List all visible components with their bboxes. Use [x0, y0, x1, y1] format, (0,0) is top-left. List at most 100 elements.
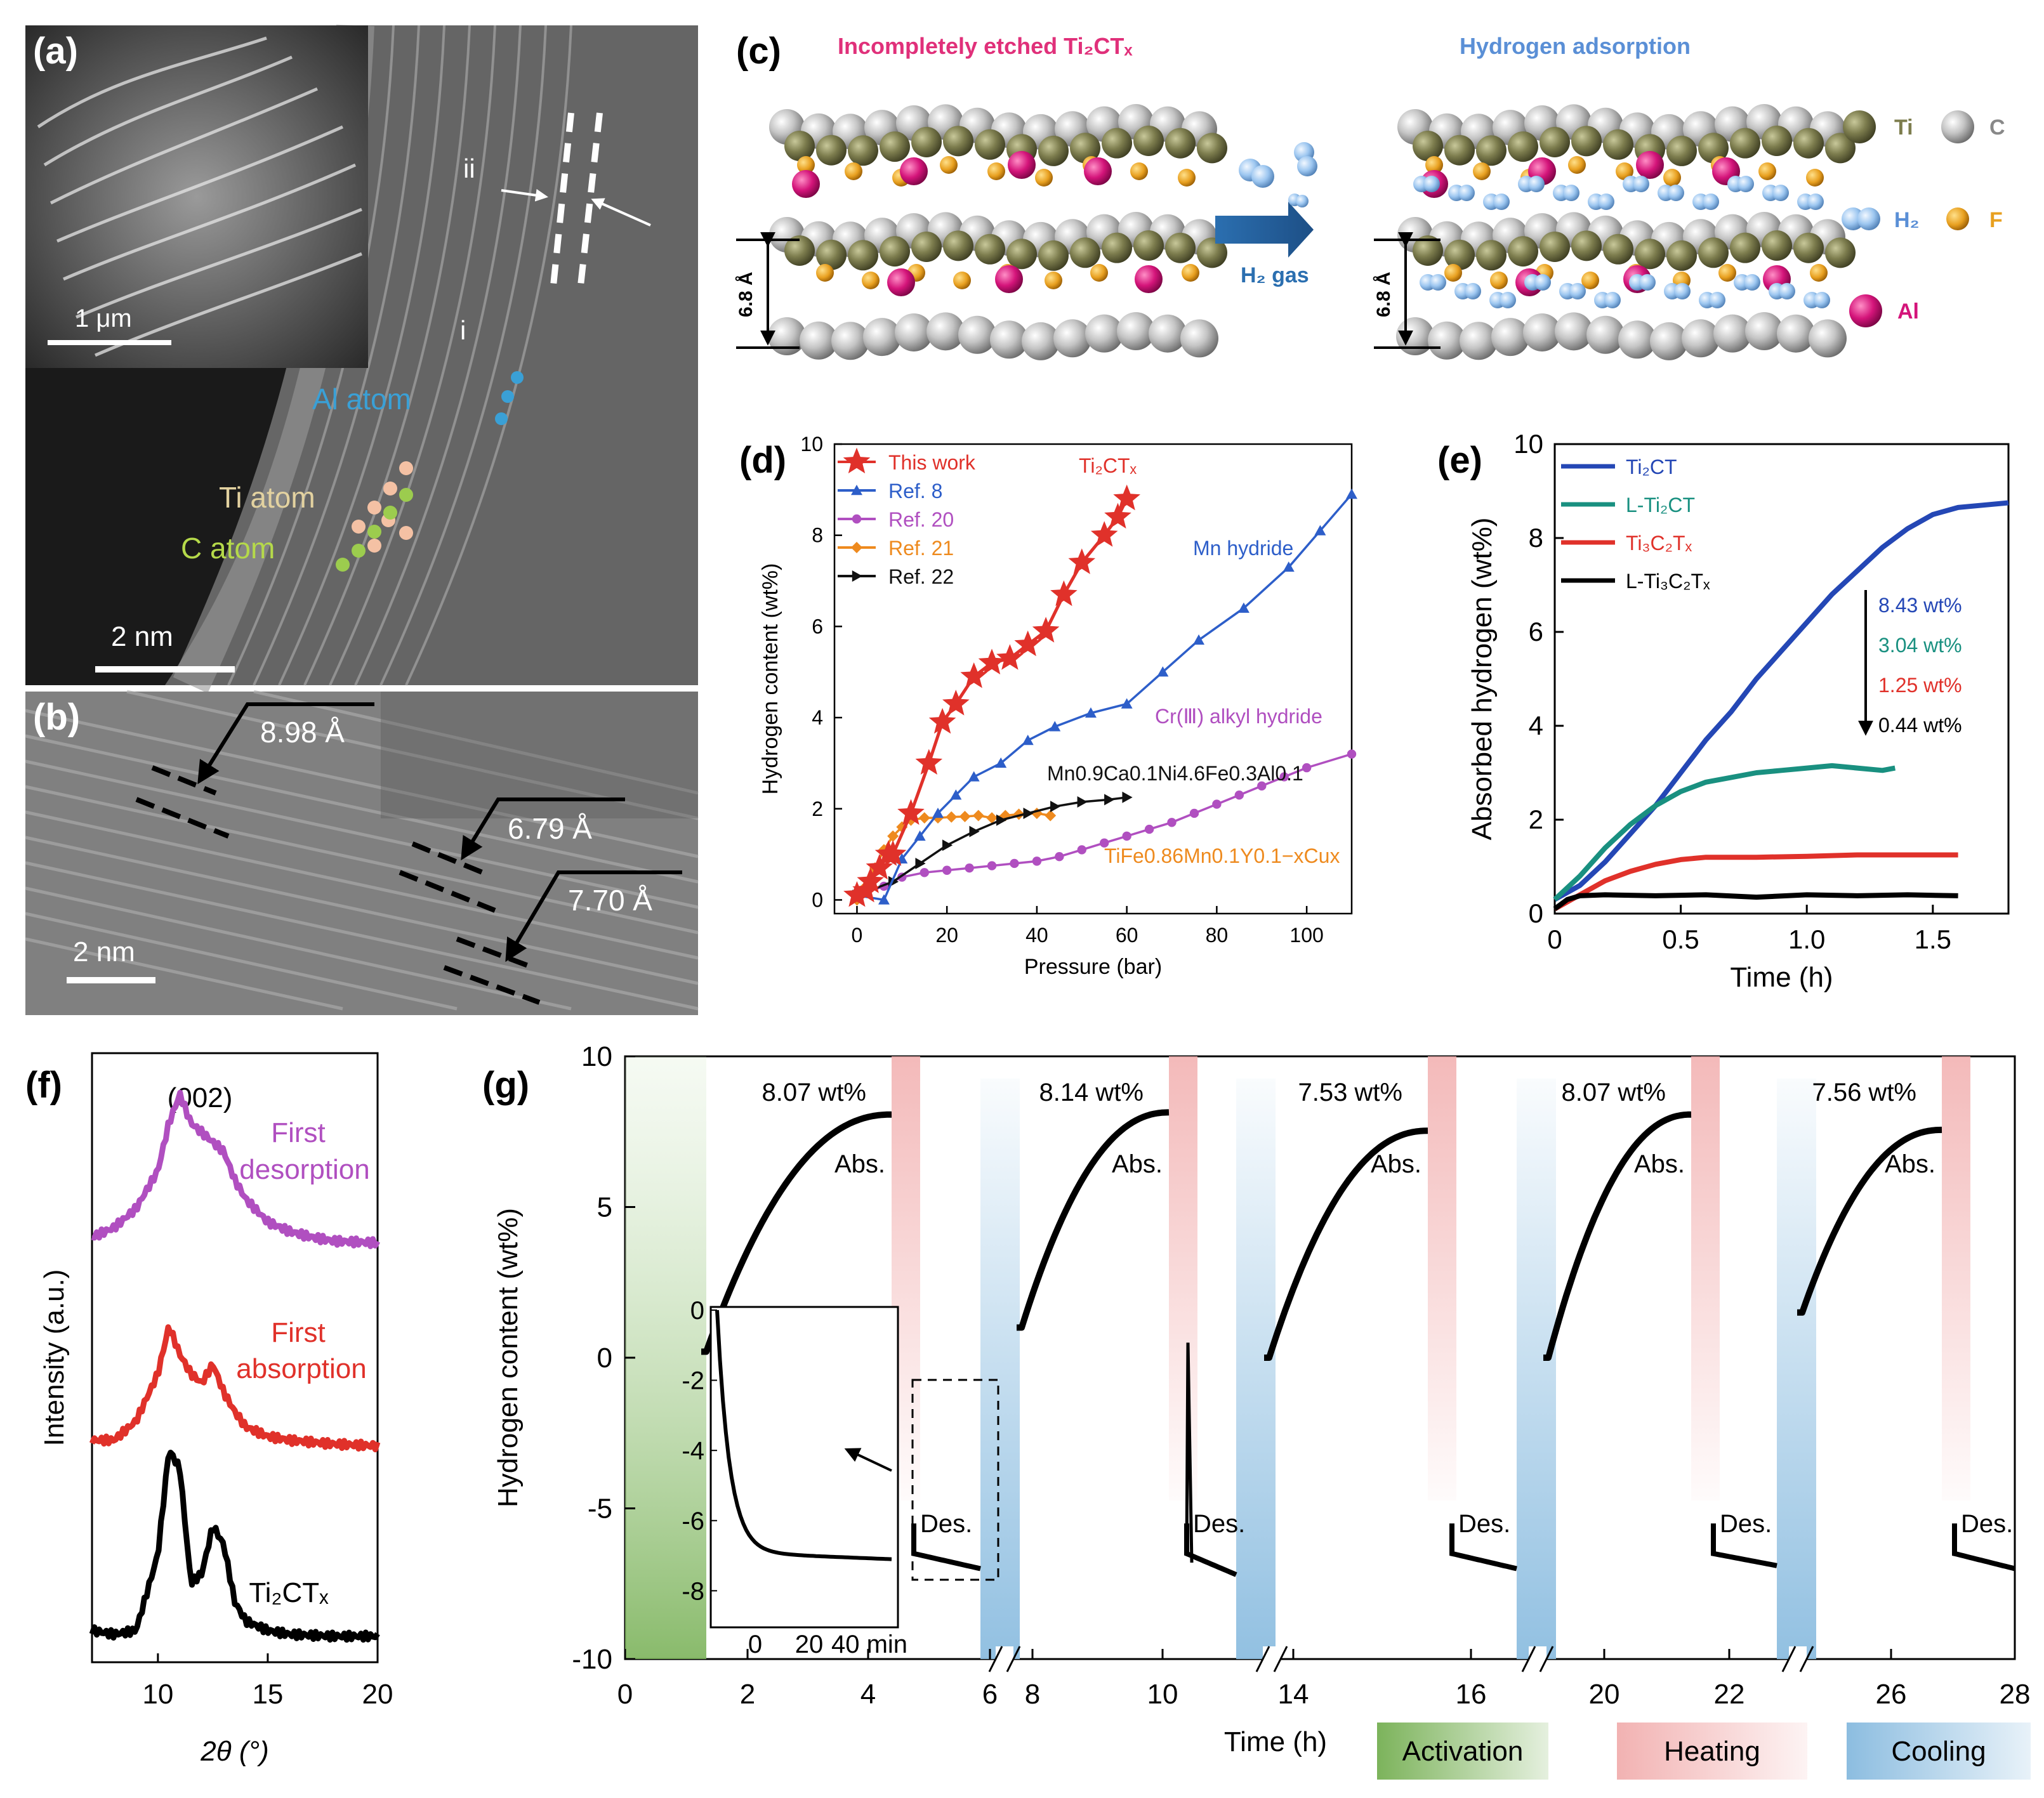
ti-atom	[1133, 230, 1164, 261]
y-tick-label: -10	[572, 1644, 612, 1675]
x-tick-label: 80	[1206, 924, 1229, 947]
ti-atom	[1102, 128, 1132, 159]
x-tick-label: 14	[1278, 1679, 1309, 1710]
al-atom	[995, 265, 1023, 293]
ti-atom	[784, 235, 815, 266]
data-point	[1314, 525, 1326, 535]
data-point	[1045, 810, 1057, 822]
al-atom	[1135, 265, 1163, 293]
plot-frame	[91, 1052, 379, 1663]
h2-molecule	[1737, 176, 1754, 192]
data-point	[918, 812, 930, 824]
h2-molecule	[1674, 283, 1691, 299]
arrow-i-right	[591, 198, 651, 226]
data-point	[914, 830, 926, 841]
absorption-curve	[1017, 1109, 1170, 1331]
data-point	[843, 881, 871, 907]
inset-frame	[709, 1306, 899, 1629]
ti-atom	[1444, 135, 1475, 166]
label-i: i	[460, 315, 466, 345]
al-atom-label: Al atom	[312, 383, 411, 416]
legend-label: Ref. 8	[888, 480, 942, 502]
data-point	[946, 811, 958, 823]
annotation-label: Ti₂CTₓ	[1079, 454, 1137, 477]
c-atom	[1117, 312, 1155, 351]
inset-y-tick-label: -6	[682, 1507, 704, 1535]
data-point	[968, 771, 980, 782]
axis-break	[988, 1646, 1003, 1672]
h2-molecule	[1807, 194, 1824, 210]
ti-atom	[1762, 230, 1792, 261]
x-tick-label: 0	[617, 1679, 633, 1710]
ti-atom	[848, 240, 878, 271]
dash-pairs-b	[135, 765, 541, 1005]
ti-atom	[1666, 135, 1697, 166]
data-point	[1085, 707, 1097, 718]
x-tick-label: 6	[982, 1679, 998, 1710]
x-tick-label: 10	[1147, 1679, 1178, 1710]
series-label-line: First	[271, 1117, 326, 1148]
x-tick-label: 26	[1876, 1679, 1907, 1710]
ti-atom	[943, 126, 973, 157]
chart-e: 0 0.5 1.0 1.5 0 2 4 6 8 10 Time (h) Absorbed hydrog…	[1467, 429, 2010, 993]
y-tick-label: 6	[1529, 617, 1543, 646]
ti-atom	[943, 230, 973, 261]
series-label-line: First	[271, 1317, 326, 1348]
c-atom	[1650, 322, 1688, 360]
x-tick-label: 100	[1289, 924, 1323, 947]
h2-molecules-arrow	[1239, 142, 1317, 207]
axis-break	[1799, 1646, 1814, 1672]
heating-band	[1691, 1056, 1720, 1500]
c-atom	[1523, 313, 1561, 351]
data-point	[1167, 818, 1177, 827]
series-label: Ti₂CTₓ	[249, 1577, 329, 1608]
ti-atom	[1540, 231, 1570, 262]
mxene-slab-right	[1396, 104, 1856, 360]
abs-label: Abs.	[1371, 1150, 1421, 1178]
h2-molecule	[1633, 176, 1649, 192]
c-atom	[1428, 321, 1466, 360]
data-point	[878, 894, 890, 905]
desorption-curve	[911, 1523, 981, 1572]
data-point	[1090, 521, 1118, 547]
xrd-trace	[91, 1089, 380, 1249]
y-axis-label: Absorbed hydrogen (wt%)	[1467, 518, 1498, 841]
data-point	[1157, 666, 1169, 677]
legend-label: Ref. 22	[888, 565, 954, 588]
heating-band	[1942, 1056, 1970, 1500]
y-tick-label: 5	[597, 1192, 612, 1223]
panel-d: (d) 0 20 40 60 80 100 0 2 4 6 8 10 Pressure (bar) Hyd…	[739, 433, 1357, 979]
cooling-band	[1236, 1079, 1276, 1659]
f-atom	[1490, 272, 1508, 289]
abs-label: Abs.	[1634, 1150, 1685, 1178]
axis-break	[1521, 1646, 1536, 1672]
inset-scale-label: 1 μm	[75, 305, 132, 332]
ti-atom	[1793, 232, 1824, 263]
cooling-band	[1517, 1079, 1556, 1659]
chart-g: -10 -5 0 5 10 Hydrogen content (wt%) 0 2 4 6 8 10 14…	[492, 1041, 2031, 1780]
ti-atom	[1540, 126, 1570, 157]
annotation-label: TiFe0.86Mn0.1Y0.1−xCux	[1104, 844, 1340, 867]
desorption-curve	[1952, 1523, 2015, 1572]
h2-molecule	[1814, 292, 1830, 308]
y-tick-label: 0	[597, 1342, 612, 1374]
f-atom	[845, 162, 862, 180]
c-atom	[1491, 318, 1529, 357]
ti-atom	[1508, 236, 1538, 267]
c-atom	[1053, 319, 1091, 358]
ti-atom	[911, 126, 942, 157]
h2-molecule	[1528, 176, 1545, 192]
series-label-line: absorption	[236, 1353, 366, 1384]
ti-atom	[1793, 128, 1824, 159]
data-point	[1077, 845, 1086, 855]
data-point	[942, 839, 953, 851]
series-line	[856, 752, 1352, 896]
data-point	[1121, 698, 1133, 709]
desorption-curve	[1711, 1523, 1777, 1568]
c-atom	[1682, 319, 1720, 358]
annotation-label: Cr(Ⅲ) alkyl hydride	[1155, 705, 1322, 728]
y-axis-label: Hydrogen content (wt%)	[492, 1208, 524, 1507]
f-atom	[1090, 264, 1108, 282]
legend-swatch	[1847, 1723, 2031, 1780]
